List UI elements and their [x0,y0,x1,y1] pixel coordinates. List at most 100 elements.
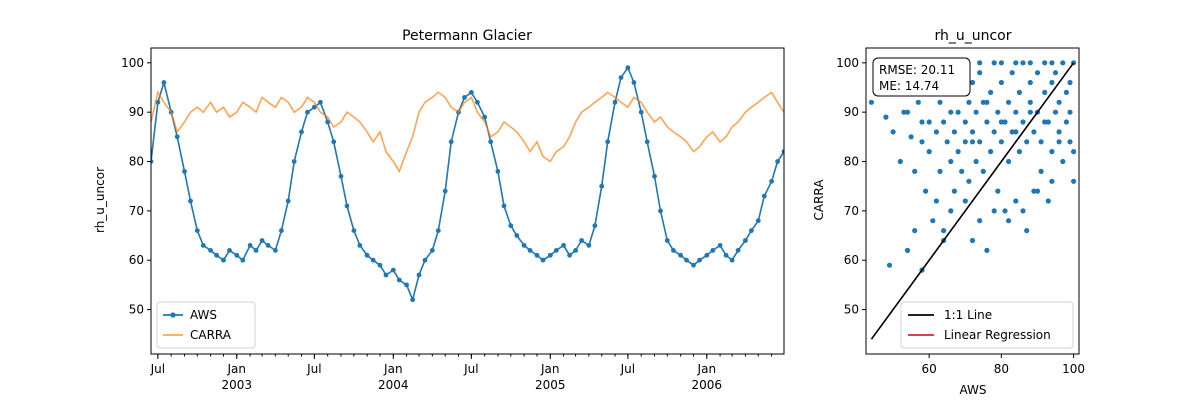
scatter-point [966,99,972,105]
aws-point [404,282,409,288]
scatter-point [1038,168,1044,174]
timeseries-legend-box [156,301,256,349]
aws-point [305,109,310,115]
aws-point [475,99,480,105]
scatter-point [966,178,972,184]
aws-point [273,248,278,253]
aws-point [194,228,200,234]
aws-point [396,277,402,283]
scatter-point [1052,109,1059,115]
aws-point [221,257,226,263]
legend-regression-label: Linear Regression [944,328,1051,342]
series-line-aws [151,66,784,303]
aws-point [291,159,297,164]
x-tick-label: Jul [306,362,321,376]
scatter-point [1006,99,1012,105]
scatter-point [998,60,1005,66]
scatter-point [951,188,958,194]
scatter-point [1034,70,1041,76]
scatter-point [1020,119,1026,125]
stats-rmse: RMSE: 20.11 [879,63,955,77]
scatter-point [926,149,932,155]
x-tick-year: 2004 [378,378,409,392]
scatter-point [1027,99,1033,105]
aws-point [761,193,767,199]
y-tick-label: 80 [844,155,859,169]
scatter-point [1067,79,1073,86]
scatter-point [1031,129,1037,135]
scatter-point [973,158,979,165]
y-tick-label: 60 [129,253,144,267]
scatter-point [908,134,914,140]
aws-point [755,218,761,224]
aws-point [521,243,527,248]
aws-point [534,252,540,258]
legend-oneone-label: 1:1 Line [944,308,992,322]
aws-point [704,252,710,258]
timeseries-frame [150,47,785,355]
x-tick-label: Jan [540,362,560,376]
scatter-point [919,139,925,145]
scatter-point [984,247,990,253]
scatter-point [980,168,986,174]
scatter-point [977,218,983,224]
aws-point [561,243,566,248]
scatter-ylabel: CARRA [812,179,826,221]
scatter-point [1002,208,1008,214]
y-tick-label: 90 [129,105,144,119]
scatter-point [977,139,983,145]
scatter-point [977,70,983,76]
aws-point [769,178,774,184]
aws-point [344,203,350,209]
scatter-legend: 1:1 Line Linear Regression [900,301,1074,349]
scatter-point [959,168,965,174]
scatter-point [1049,149,1055,155]
x-tick-year: 2006 [692,378,723,392]
scatter-point [955,149,961,155]
aws-point [488,139,494,145]
aws-point [735,248,741,253]
scatter-point [1049,60,1055,66]
scatter-point [1016,149,1023,155]
x-tick-label: Jul [463,362,478,376]
scatter-point [991,60,997,66]
aws-point [331,139,337,145]
y-tick-label: 70 [844,204,859,218]
timeseries-chart: Petermann Glacier rh_u_uncor 50 60 70 80 90 1… [93,28,785,392]
y-tick-label: 50 [129,303,144,317]
scatter-point [998,79,1005,86]
scatter-x-ticks: 60 80 100 [922,354,1085,376]
scatter-point [1071,149,1077,155]
scatter-point [1049,79,1055,86]
scatter-point [1045,198,1051,204]
y-tick-label: 100 [836,56,859,70]
aws-point [364,252,370,258]
scatter-point [988,149,994,155]
scatter-point [1009,129,1015,135]
scatter-point [1013,198,1019,204]
aws-point [351,228,357,234]
aws-point [547,252,553,258]
scatter-point [1027,79,1033,86]
scatter-point [991,208,997,214]
aws-point [429,248,435,253]
aws-point [462,95,467,100]
scatter-point [962,139,968,145]
scatter-point [904,109,911,115]
aws-point [182,169,187,174]
timeseries-ylabel: rh_u_uncor [93,167,107,233]
aws-point [625,65,631,71]
x-tick-label: 80 [994,362,1009,376]
aws-point [247,243,253,248]
series-line-carra [151,90,784,174]
aws-point [652,173,657,179]
aws-point [691,262,696,268]
aws-point [644,139,650,145]
aws-point [410,297,415,303]
aws-point [482,114,488,120]
aws-point [299,129,304,135]
stats-box: RMSE: 20.11 ME: 14.74 [872,57,971,97]
aws-point [234,252,240,258]
aws-point [161,80,167,85]
aws-point [710,248,716,253]
